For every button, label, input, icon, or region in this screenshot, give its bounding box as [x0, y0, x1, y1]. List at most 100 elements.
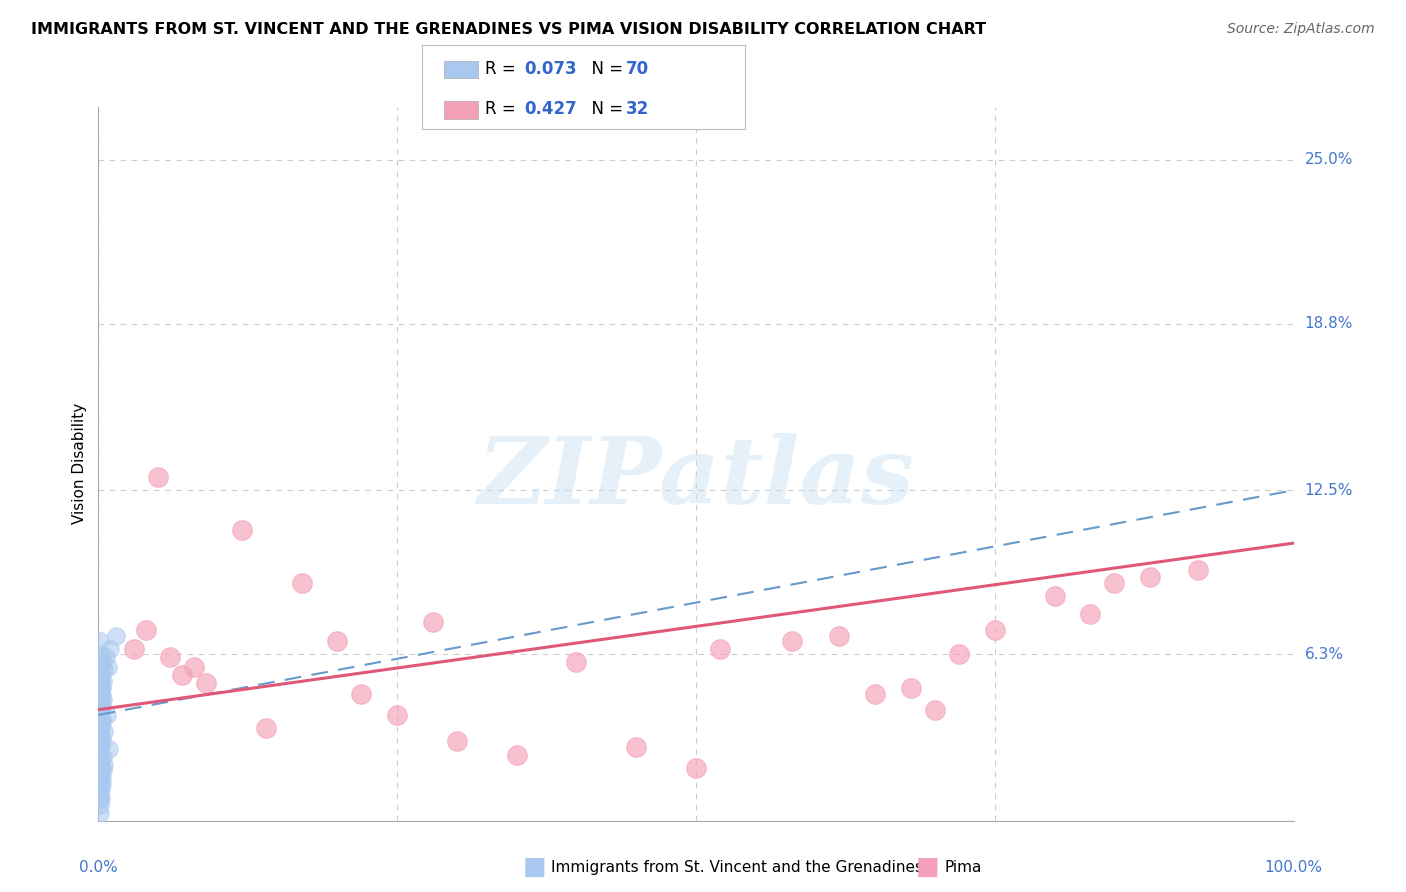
- Point: [98, 742, 121, 756]
- Text: IMMIGRANTS FROM ST. VINCENT AND THE GRENADINES VS PIMA VISION DISABILITY CORRELA: IMMIGRANTS FROM ST. VINCENT AND THE GREN…: [31, 22, 986, 37]
- Point: [254, 721, 277, 735]
- Point: [89, 687, 111, 701]
- Point: [948, 647, 970, 661]
- Point: [96, 707, 118, 722]
- Point: [90, 718, 112, 732]
- Point: [90, 718, 112, 732]
- Point: [326, 634, 349, 648]
- Point: [446, 734, 468, 748]
- Point: [565, 655, 588, 669]
- Text: R =: R =: [485, 60, 522, 78]
- Point: [89, 713, 111, 727]
- Text: 0.073: 0.073: [524, 60, 576, 78]
- Point: [91, 764, 114, 778]
- Point: [506, 747, 529, 762]
- Text: Source: ZipAtlas.com: Source: ZipAtlas.com: [1227, 22, 1375, 37]
- Point: [350, 687, 373, 701]
- Point: [90, 706, 112, 720]
- Point: [89, 739, 111, 754]
- Point: [91, 673, 114, 688]
- Point: [89, 676, 111, 690]
- Point: [90, 781, 112, 796]
- Point: [89, 734, 111, 748]
- Point: [89, 747, 111, 762]
- Point: [89, 715, 111, 730]
- Point: [91, 713, 114, 727]
- Point: [91, 655, 114, 669]
- Point: [89, 668, 111, 682]
- Point: [231, 523, 253, 537]
- Text: 32: 32: [626, 100, 650, 118]
- Point: [1080, 607, 1102, 622]
- Point: [124, 641, 146, 656]
- Point: [89, 761, 111, 775]
- Point: [105, 629, 128, 643]
- Point: [90, 655, 112, 669]
- Point: [89, 703, 111, 717]
- Point: [98, 641, 122, 656]
- Text: 0.427: 0.427: [524, 100, 578, 118]
- Point: [89, 703, 111, 717]
- Point: [90, 687, 112, 701]
- Point: [385, 707, 409, 722]
- Point: [91, 690, 114, 704]
- Text: 6.3%: 6.3%: [1305, 647, 1344, 662]
- Point: [90, 681, 112, 696]
- Point: [89, 756, 111, 770]
- Point: [91, 772, 114, 786]
- Point: [422, 615, 444, 630]
- Point: [90, 737, 112, 751]
- Text: ■: ■: [523, 855, 546, 879]
- Point: [89, 729, 111, 743]
- Point: [89, 721, 111, 735]
- Point: [709, 641, 731, 656]
- Point: [89, 805, 111, 820]
- Point: [90, 700, 112, 714]
- Point: [89, 734, 111, 748]
- Point: [195, 676, 218, 690]
- Point: [91, 713, 114, 727]
- Point: [1187, 563, 1209, 577]
- Point: [91, 681, 114, 696]
- Point: [89, 707, 111, 722]
- Point: [90, 729, 112, 743]
- Point: [924, 703, 946, 717]
- Text: 100.0%: 100.0%: [1264, 860, 1323, 874]
- Text: ■: ■: [917, 855, 939, 879]
- Point: [1139, 570, 1161, 584]
- Text: 0.0%: 0.0%: [79, 860, 118, 874]
- Point: [89, 779, 111, 793]
- Point: [94, 649, 117, 664]
- Point: [90, 792, 112, 806]
- Point: [1104, 575, 1126, 590]
- Point: [90, 692, 112, 706]
- Text: ZIPatlas: ZIPatlas: [478, 434, 914, 523]
- Text: Immigrants from St. Vincent and the Grenadines: Immigrants from St. Vincent and the Gren…: [551, 860, 924, 874]
- Point: [90, 668, 112, 682]
- Text: N =: N =: [581, 60, 628, 78]
- Text: 12.5%: 12.5%: [1305, 483, 1353, 498]
- Point: [91, 777, 114, 791]
- Point: [828, 629, 851, 643]
- Point: [89, 774, 111, 789]
- Point: [135, 624, 157, 638]
- Point: [183, 660, 205, 674]
- Text: N =: N =: [581, 100, 628, 118]
- Point: [91, 731, 114, 746]
- Point: [97, 660, 120, 674]
- Point: [89, 769, 111, 783]
- Point: [984, 624, 1007, 638]
- Point: [900, 681, 922, 696]
- Point: [291, 575, 314, 590]
- Point: [93, 663, 115, 677]
- Point: [90, 665, 112, 680]
- Point: [90, 676, 112, 690]
- Point: [148, 470, 170, 484]
- Point: [89, 634, 111, 648]
- Text: 18.8%: 18.8%: [1305, 317, 1353, 331]
- Point: [89, 797, 111, 812]
- Text: R =: R =: [485, 100, 522, 118]
- Point: [626, 739, 648, 754]
- Point: [172, 668, 194, 682]
- Point: [93, 723, 115, 738]
